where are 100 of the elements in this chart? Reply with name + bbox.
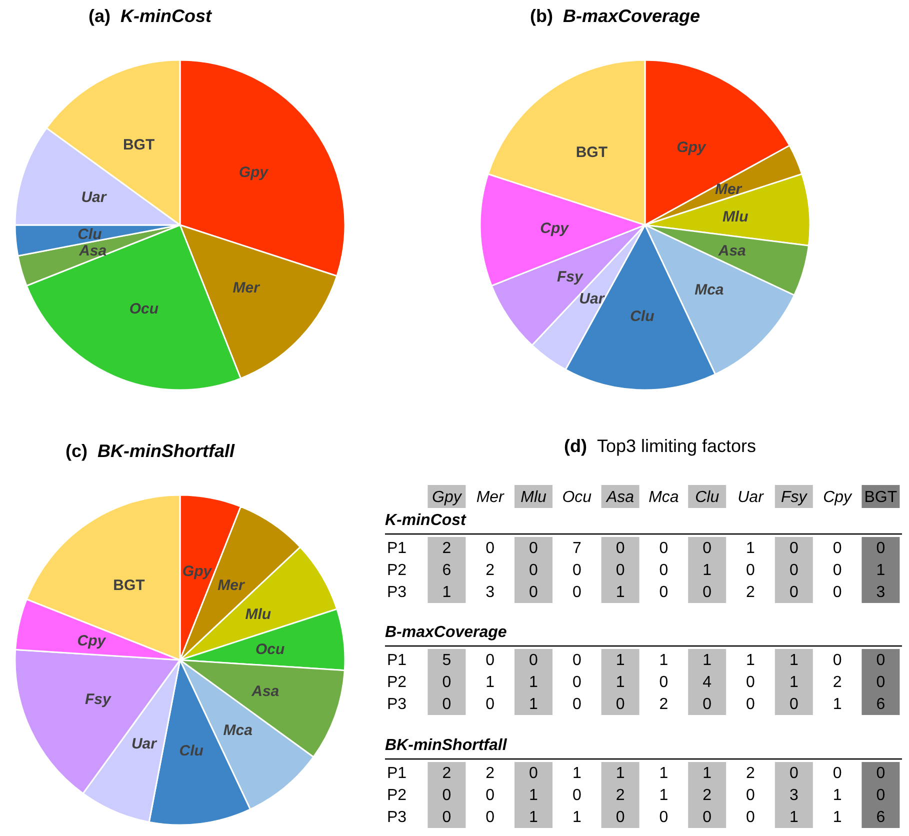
- data-label: 0: [616, 562, 625, 579]
- data-label: 0: [702, 809, 712, 826]
- data-label: 3: [789, 787, 798, 804]
- data-label: 6: [876, 696, 886, 713]
- data-label: 6: [876, 809, 886, 826]
- data-label: 1: [486, 674, 495, 691]
- slice-label: Mlu: [722, 208, 748, 226]
- data-label: 1: [659, 787, 668, 804]
- data-label: 1: [702, 562, 712, 579]
- data-label: 0: [659, 562, 668, 579]
- y-tick-label: P2: [387, 787, 407, 804]
- y-tick-label: P1: [387, 652, 407, 669]
- slice-label: Cpy: [77, 632, 106, 650]
- data-label: 1: [789, 809, 798, 826]
- data-label: 0: [572, 652, 582, 669]
- data-label: 0: [876, 540, 886, 557]
- slice-label: Asa: [78, 242, 107, 260]
- data-label: 0: [442, 809, 452, 826]
- data-label: 0: [529, 652, 538, 669]
- slice-label: Uar: [131, 736, 158, 753]
- slice-label: Gpy: [238, 164, 269, 181]
- slice-label: BGT: [122, 136, 155, 154]
- data-label: 0: [616, 696, 625, 713]
- data-label: 0: [442, 674, 452, 691]
- data-label: 0: [876, 674, 886, 691]
- data-label: 0: [832, 652, 842, 669]
- data-label: 0: [572, 787, 582, 804]
- x-tick-label: Mlu: [520, 489, 546, 506]
- data-label: 0: [746, 562, 756, 579]
- data-label: 0: [486, 809, 495, 826]
- slice-label: Cpy: [540, 220, 570, 238]
- data-label: 1: [789, 652, 798, 669]
- data-label: 1: [789, 674, 798, 691]
- data-label: 3: [486, 584, 495, 601]
- data-label: 0: [832, 584, 842, 601]
- y-tick-label: P2: [387, 562, 407, 579]
- data-label: 1: [529, 809, 538, 826]
- data-label: 1: [702, 765, 712, 782]
- slice-label: Mer: [232, 279, 261, 296]
- x-tick-label: Uar: [738, 489, 764, 506]
- data-label: 1: [746, 540, 756, 557]
- data-label: 0: [529, 584, 538, 601]
- data-label: 1: [659, 765, 668, 782]
- data-label: 2: [702, 787, 712, 804]
- data-label: 0: [746, 809, 756, 826]
- y-tick-label: P1: [387, 540, 407, 557]
- data-label: 0: [486, 540, 495, 557]
- data-label: 2: [486, 562, 495, 579]
- data-label: 0: [702, 584, 712, 601]
- chart-title: (b) B-maxCoverage: [530, 6, 700, 26]
- data-label: 0: [486, 787, 495, 804]
- slice-label: Ocu: [255, 640, 285, 658]
- data-label: 0: [486, 696, 495, 713]
- slice-label: Clu: [179, 742, 204, 760]
- slice-label: BGT: [576, 144, 608, 161]
- x-tick-label: Ocu: [562, 489, 592, 506]
- slice-label: Fsy: [84, 690, 112, 708]
- data-label: 0: [486, 652, 495, 669]
- chart-title: (d) Top3 limiting factors: [564, 436, 756, 456]
- data-label: 1: [442, 584, 452, 601]
- data-label: 1: [529, 696, 538, 713]
- y-tick-label: P2: [387, 674, 407, 691]
- data-label: 0: [659, 809, 668, 826]
- y-tick-label: P3: [387, 696, 407, 713]
- data-label: 2: [746, 584, 756, 601]
- slice-label: Mca: [223, 722, 252, 740]
- x-tick-label: Asa: [606, 489, 634, 506]
- chart-subtitle: K-minCost: [385, 512, 467, 529]
- x-tick-label: Clu: [695, 489, 720, 506]
- data-label: 0: [789, 696, 798, 713]
- slice-label: Ocu: [129, 300, 159, 318]
- x-tick-label: Fsy: [781, 489, 808, 506]
- data-label: 2: [832, 674, 842, 691]
- x-tick-label: Gpy: [432, 489, 462, 506]
- data-label: 3: [876, 584, 886, 601]
- y-tick-label: P1: [387, 765, 407, 782]
- chart-title: (c) BK-minShortfall: [65, 441, 236, 461]
- data-label: 0: [659, 674, 668, 691]
- data-label: 0: [702, 696, 712, 713]
- data-label: 1: [616, 652, 625, 669]
- data-label: 1: [616, 584, 625, 601]
- data-label: 0: [659, 584, 668, 601]
- data-label: 1: [746, 652, 756, 669]
- slice-label: Asa: [250, 682, 280, 700]
- data-label: 2: [442, 540, 452, 557]
- data-label: 0: [529, 562, 538, 579]
- slice-label: Mer: [714, 181, 743, 198]
- data-label: 0: [876, 765, 886, 782]
- data-label: 0: [789, 584, 798, 601]
- data-label: 0: [702, 540, 712, 557]
- x-tick-label: Mca: [648, 489, 679, 506]
- slice-label: Mlu: [245, 606, 272, 624]
- data-label: 0: [832, 540, 842, 557]
- data-label: 1: [616, 674, 625, 691]
- data-label: 2: [486, 765, 495, 782]
- data-label: 0: [876, 652, 886, 669]
- x-tick-label: Cpy: [823, 489, 853, 506]
- data-label: 2: [442, 765, 452, 782]
- slice-label: Mca: [694, 281, 724, 298]
- data-label: 5: [442, 652, 452, 669]
